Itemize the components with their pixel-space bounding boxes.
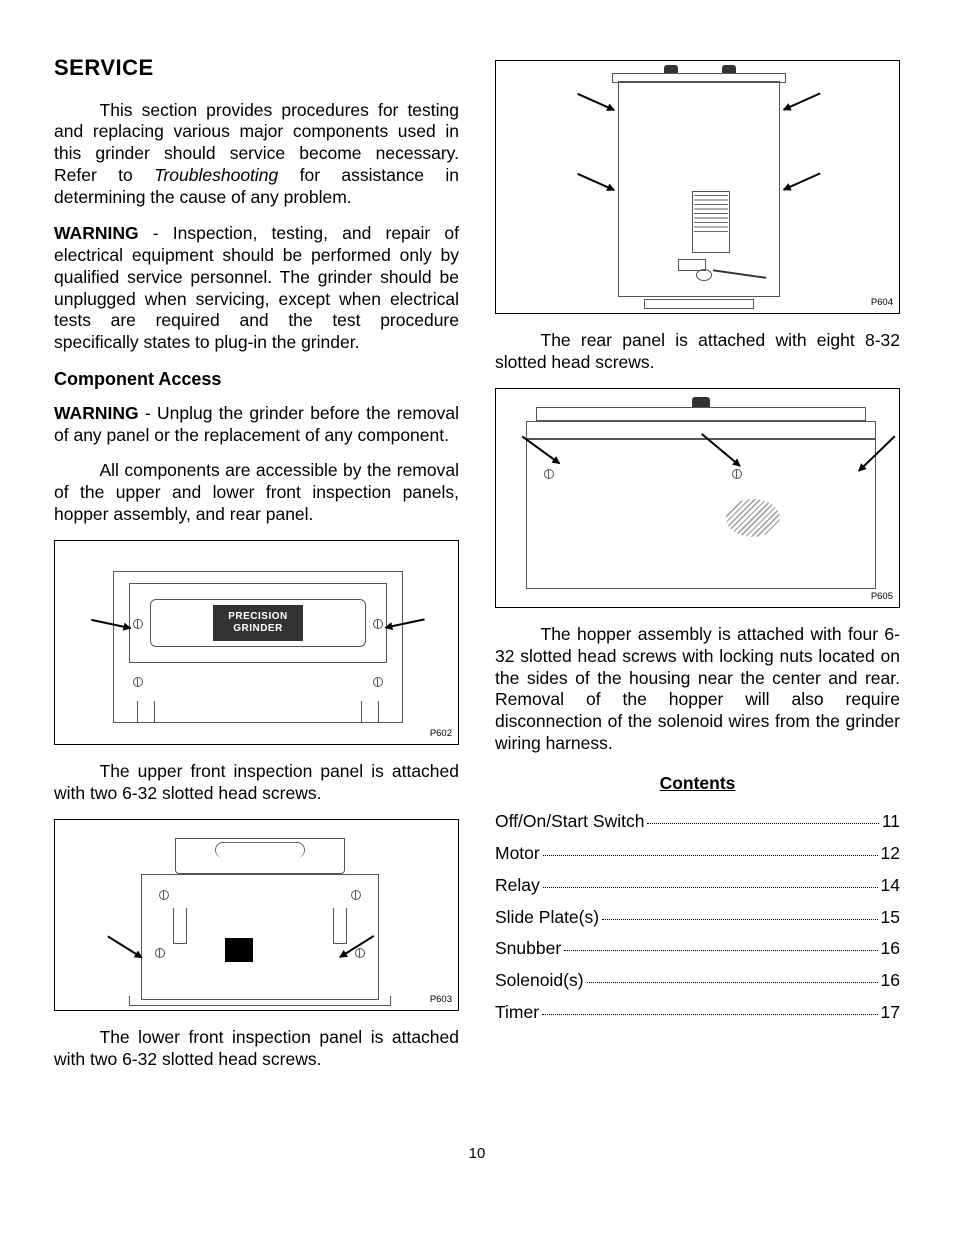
toc-page: 12 (881, 843, 900, 865)
toc-row: Relay 14 (495, 875, 900, 897)
section-title: SERVICE (54, 54, 459, 82)
intro-paragraph: This section provides procedures for tes… (54, 100, 459, 209)
page-columns: SERVICE This section provides procedures… (54, 54, 900, 1085)
toc-leader (647, 823, 878, 824)
p602-chute (137, 701, 155, 723)
left-column: SERVICE This section provides procedures… (54, 54, 459, 1085)
toc-leader (587, 982, 878, 983)
p603-switch (225, 938, 253, 962)
p604-knob (722, 65, 736, 73)
p602-chute (361, 701, 379, 723)
arrow-icon (577, 93, 614, 111)
p602-lid: PRECISION GRINDER (129, 583, 387, 663)
access-paragraph: All components are accessible by the rem… (54, 460, 459, 526)
toc-label: Slide Plate(s) (495, 907, 599, 929)
p602-badge-line2: GRINDER (233, 623, 283, 636)
toc-label: Off/On/Start Switch (495, 811, 644, 833)
screw-icon (732, 469, 742, 479)
rear-panel-paragraph: The rear panel is attached with eight 8-… (495, 330, 900, 374)
toc-leader (564, 950, 877, 951)
p605-body (526, 439, 876, 589)
screw-icon (355, 948, 365, 958)
p604-vents (694, 195, 728, 235)
toc-row: Timer 17 (495, 1002, 900, 1024)
table-of-contents: Off/On/Start Switch 11 Motor 12 Relay 14… (495, 811, 900, 1024)
arrow-icon (783, 173, 820, 191)
p603-chute (173, 908, 187, 944)
p604-base (644, 299, 754, 309)
toc-row: Off/On/Start Switch 11 (495, 811, 900, 833)
screw-icon (544, 469, 554, 479)
p602-badge-line1: PRECISION (228, 611, 288, 624)
p605-knob (692, 397, 710, 407)
warning-2-label: WARNING (54, 403, 139, 423)
p602-lid-inner: PRECISION GRINDER (150, 599, 366, 647)
p603-chute (333, 908, 347, 944)
hopper-paragraph: The hopper assembly is attached with fou… (495, 624, 900, 755)
figure-label-p605: P605 (871, 591, 893, 603)
subheading-component-access: Component Access (54, 368, 459, 391)
p603-track (129, 996, 391, 1006)
p603-handle (215, 842, 305, 858)
toc-leader (542, 1014, 877, 1015)
toc-leader (602, 919, 877, 920)
figure-p602: PRECISION GRINDER P602 (54, 540, 459, 745)
warning-2: WARNING - Unplug the grinder before the … (54, 403, 459, 447)
arrow-icon (783, 93, 820, 111)
toc-label: Motor (495, 843, 540, 865)
screw-icon (351, 890, 361, 900)
p602-bottom (113, 701, 403, 723)
toc-page: 14 (881, 875, 900, 897)
figure-label-p604: P604 (871, 297, 893, 309)
intro-italic: Troubleshooting (154, 165, 278, 185)
contents-heading: Contents (495, 773, 900, 795)
right-column: P604 The rear panel is attached with eig… (495, 54, 900, 1085)
figure-p603: P603 (54, 819, 459, 1011)
upper-panel-paragraph: The upper front inspection panel is atta… (54, 761, 459, 805)
toc-page: 17 (881, 1002, 900, 1024)
toc-label: Snubber (495, 938, 561, 960)
screw-icon (373, 619, 383, 629)
toc-row: Slide Plate(s) 15 (495, 907, 900, 929)
p604-cord-outlet (696, 269, 712, 281)
figure-label-p603: P603 (430, 994, 452, 1006)
figure-p605: P605 (495, 388, 900, 608)
toc-page: 11 (882, 811, 900, 833)
screw-icon (133, 677, 143, 687)
lower-panel-paragraph: The lower front inspection panel is atta… (54, 1027, 459, 1071)
toc-row: Solenoid(s) 16 (495, 970, 900, 992)
toc-label: Timer (495, 1002, 539, 1024)
toc-label: Relay (495, 875, 540, 897)
figure-p604: P604 (495, 60, 900, 314)
screw-icon (373, 677, 383, 687)
page-number: 10 (54, 1145, 900, 1164)
screw-icon (155, 948, 165, 958)
arrow-icon (108, 935, 143, 957)
p605-flap (536, 407, 866, 421)
p604-knob (664, 65, 678, 73)
toc-page: 15 (881, 907, 900, 929)
arrow-icon (577, 173, 614, 191)
warning-1-label: WARNING (54, 223, 139, 243)
toc-label: Solenoid(s) (495, 970, 584, 992)
toc-page: 16 (881, 970, 900, 992)
p605-top (526, 421, 876, 439)
p602-badge: PRECISION GRINDER (213, 605, 303, 641)
toc-row: Snubber 16 (495, 938, 900, 960)
p605-hatch (726, 499, 780, 537)
figure-label-p602: P602 (430, 728, 452, 740)
screw-icon (159, 890, 169, 900)
toc-leader (543, 855, 878, 856)
toc-page: 16 (881, 938, 900, 960)
toc-leader (543, 887, 878, 888)
toc-row: Motor 12 (495, 843, 900, 865)
warning-1: WARNING - Inspection, testing, and repai… (54, 223, 459, 354)
screw-icon (133, 619, 143, 629)
